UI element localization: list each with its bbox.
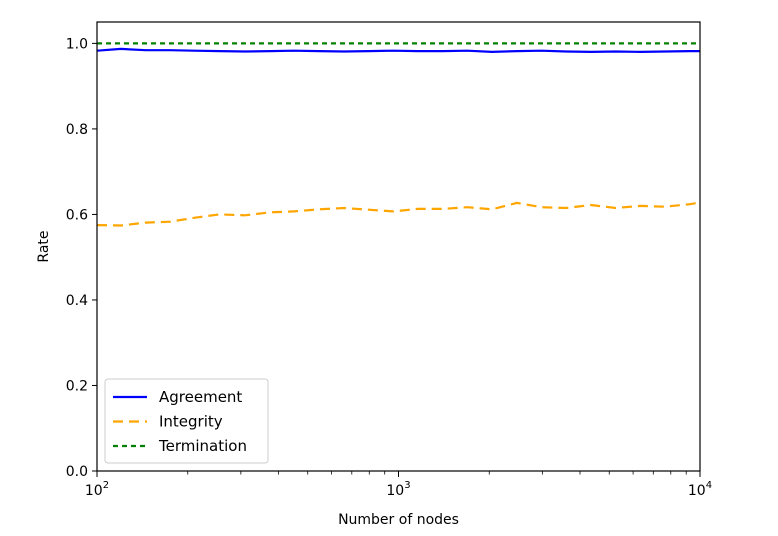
legend-label-agreement: Agreement [159, 388, 242, 406]
y-axis-label: Rate [36, 230, 52, 262]
x-tick-label: 104 [688, 480, 712, 499]
legend-label-integrity: Integrity [159, 413, 223, 431]
series-line-integrity [96, 201, 701, 227]
y-tick-label: 1.0 [66, 36, 88, 52]
ticks-layer: 0.0 0.2 0.4 0.6 0.8 1.0 102 103 104 [66, 36, 712, 499]
legend-box [104, 378, 269, 464]
y-tick-label: 0.0 [66, 464, 88, 480]
series-layer [96, 42, 701, 227]
series-line-agreement [96, 47, 700, 54]
y-tick-label: 0.8 [66, 122, 88, 138]
legend-label-termination: Termination [158, 437, 247, 455]
y-tick-label: 0.2 [66, 378, 88, 394]
x-tick-label: 102 [85, 480, 109, 499]
y-tick-label: 0.4 [66, 293, 88, 309]
x-tick-label: 103 [386, 480, 410, 499]
legend: Agreement Integrity Termination [104, 378, 269, 464]
x-axis-label: Number of nodes [338, 512, 459, 528]
y-tick-label: 0.6 [66, 207, 88, 223]
